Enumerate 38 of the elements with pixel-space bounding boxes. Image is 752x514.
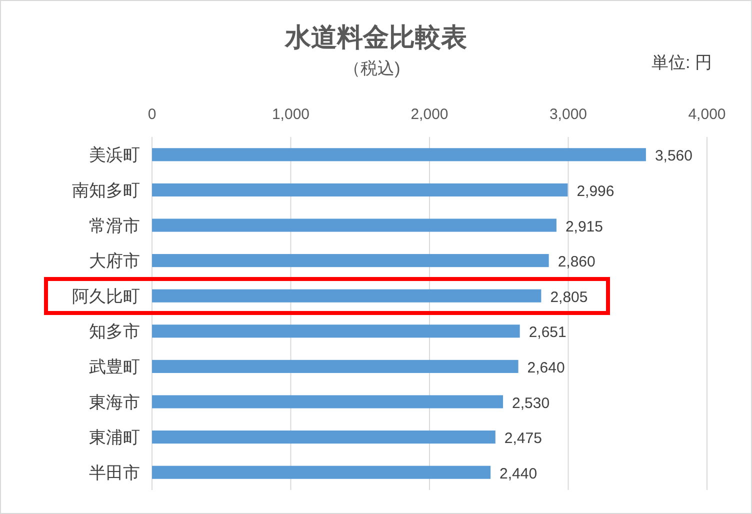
data-label: 2,640 bbox=[527, 359, 565, 376]
y-tick-label: 大府市 bbox=[89, 252, 140, 271]
x-tick-label: 4,000 bbox=[688, 106, 726, 123]
y-tick-label: 東浦町 bbox=[89, 428, 140, 448]
bar bbox=[152, 289, 542, 302]
bar bbox=[152, 466, 491, 479]
bar bbox=[152, 430, 496, 444]
chart-title: 水道料金比較表 bbox=[284, 22, 467, 52]
data-label: 2,805 bbox=[550, 288, 588, 306]
data-label: 2,475 bbox=[504, 430, 542, 448]
data-label: 2,996 bbox=[576, 182, 614, 200]
y-tick-label: 知多市 bbox=[89, 322, 140, 342]
y-tick-label: 常滑市 bbox=[89, 216, 140, 236]
text: 単位: 円 bbox=[652, 53, 712, 72]
data-label: 3,560 bbox=[654, 148, 692, 165]
x-tick-label: 1,000 bbox=[272, 106, 310, 123]
bar bbox=[152, 218, 556, 232]
data-label: 2,530 bbox=[512, 394, 550, 412]
y-tick-label: 南知多町 bbox=[72, 180, 140, 200]
bar bbox=[152, 183, 568, 196]
y-tick-label: 東海市 bbox=[89, 392, 140, 412]
x-tick-label: 3,000 bbox=[549, 106, 588, 123]
data-label: 2,440 bbox=[500, 465, 538, 482]
x-tick-label: 2,000 bbox=[410, 106, 448, 123]
bar bbox=[152, 324, 520, 338]
y-tick-label: 武豊町 bbox=[89, 357, 140, 376]
y-tick-label: 阿久比町 bbox=[72, 286, 140, 306]
data-label: 2,860 bbox=[558, 254, 596, 271]
bar bbox=[152, 148, 646, 162]
chart-subtitle: （税込) bbox=[344, 59, 400, 78]
y-tick-label: 美浜町 bbox=[89, 146, 140, 165]
bar bbox=[152, 395, 504, 408]
data-label: 2,651 bbox=[528, 324, 566, 342]
bar bbox=[152, 254, 549, 268]
x-tick-label: 0 bbox=[148, 106, 156, 123]
y-tick-label: 半田市 bbox=[89, 463, 140, 482]
bar bbox=[152, 360, 518, 373]
data-label: 2,915 bbox=[565, 218, 604, 236]
